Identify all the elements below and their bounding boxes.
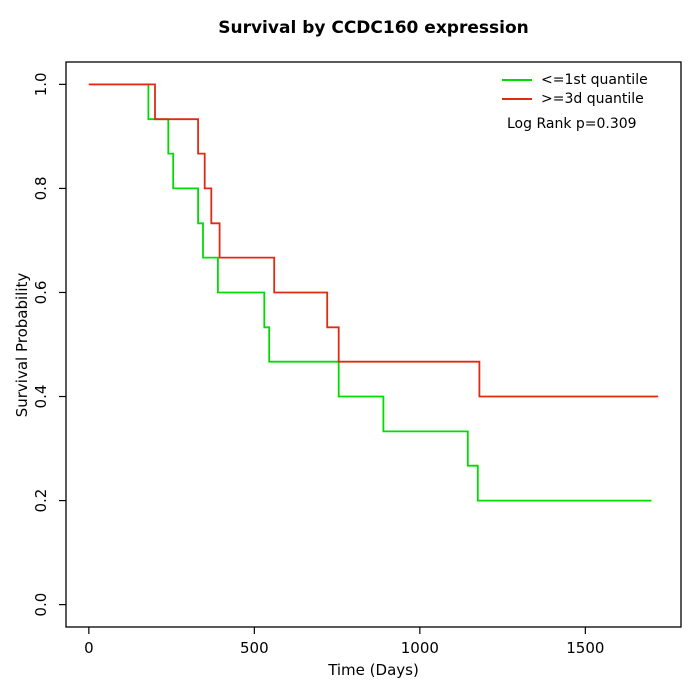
legend-line-red-icon	[502, 97, 532, 100]
y-tick-label: 0.2	[32, 489, 50, 513]
y-tick-label: 1.0	[32, 72, 50, 96]
y-tick-label: 0.4	[32, 385, 50, 409]
x-tick-label: 1000	[401, 639, 439, 657]
survival-curve-red	[88, 83, 659, 398]
x-axis-label: Time (Days)	[328, 661, 419, 679]
y-axis-label: Survival Probability	[13, 272, 31, 418]
chart-title: Survival by CCDC160 expression	[218, 18, 529, 38]
y-tick-label: 0.0	[32, 593, 50, 617]
legend: <=1st quantile >=3d quantile Log Rank p=…	[502, 70, 648, 132]
legend-item-low-expression: <=1st quantile	[502, 70, 648, 89]
legend-line-green-icon	[502, 78, 532, 81]
legend-item-high-expression: >=3d quantile	[502, 89, 648, 108]
x-tick-label: 500	[240, 639, 269, 657]
survival-curve-green	[88, 83, 652, 502]
y-tick-label: 0.8	[32, 176, 50, 200]
x-tick-label: 1500	[566, 639, 604, 657]
legend-label-low: <=1st quantile	[541, 71, 648, 88]
legend-label-high: >=3d quantile	[541, 90, 644, 107]
log-rank-pvalue: Log Rank p=0.309	[507, 116, 637, 132]
x-tick-label: 0	[84, 639, 94, 657]
y-tick-label: 0.6	[32, 281, 50, 305]
plot-box	[65, 61, 682, 628]
